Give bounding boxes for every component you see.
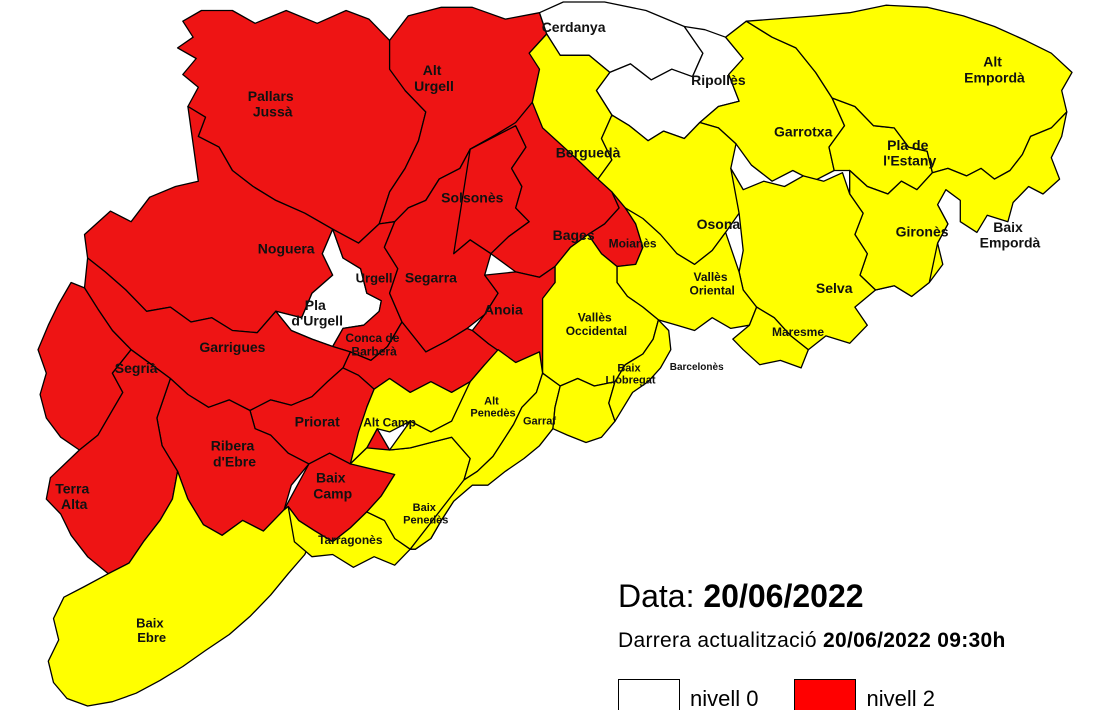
svg-text:Baix Camp: Baix Camp	[313, 470, 352, 502]
svg-text:Urgell: Urgell	[356, 271, 393, 286]
svg-text:Baix Empordà: Baix Empordà	[980, 219, 1041, 251]
svg-text:Barcelonès: Barcelonès	[670, 362, 724, 373]
svg-text:Pallars Jussà: Pallars Jussà	[248, 88, 298, 120]
svg-text:Berguedà: Berguedà	[556, 145, 621, 161]
svg-text:Bages: Bages	[553, 227, 595, 243]
svg-text:Ripollès: Ripollès	[691, 72, 746, 88]
svg-text:Priorat: Priorat	[295, 414, 340, 430]
svg-text:Anoia: Anoia	[484, 302, 523, 318]
svg-text:Segrià: Segrià	[115, 360, 158, 376]
svg-text:Baix Ebre: Baix Ebre	[136, 615, 167, 645]
svg-text:Segarra: Segarra	[405, 270, 457, 286]
svg-text:Maresme: Maresme	[772, 325, 824, 339]
svg-text:Noguera: Noguera	[258, 241, 315, 257]
svg-text:Ribera d'Ebre: Ribera d'Ebre	[211, 438, 258, 470]
svg-text:Garrigues: Garrigues	[199, 339, 265, 355]
svg-text:Vallès Oriental: Vallès Oriental	[690, 270, 735, 297]
svg-text:Selva: Selva	[816, 280, 853, 296]
svg-text:Garraf: Garraf	[523, 415, 556, 427]
svg-text:Conca de Barberà: Conca de Barberà	[345, 331, 402, 358]
svg-text:Solsonès: Solsonès	[441, 190, 503, 206]
svg-text:Pla de l'Estany: Pla de l'Estany	[883, 137, 936, 169]
svg-text:Tarragonès: Tarragonès	[318, 533, 383, 547]
svg-text:Osona: Osona	[697, 216, 741, 232]
svg-text:Alt Camp: Alt Camp	[363, 416, 416, 430]
svg-text:Cerdanya: Cerdanya	[542, 19, 606, 35]
svg-text:Moianès: Moianès	[609, 236, 657, 250]
svg-text:Gironès: Gironès	[896, 224, 949, 240]
svg-text:Garrotxa: Garrotxa	[774, 123, 833, 139]
